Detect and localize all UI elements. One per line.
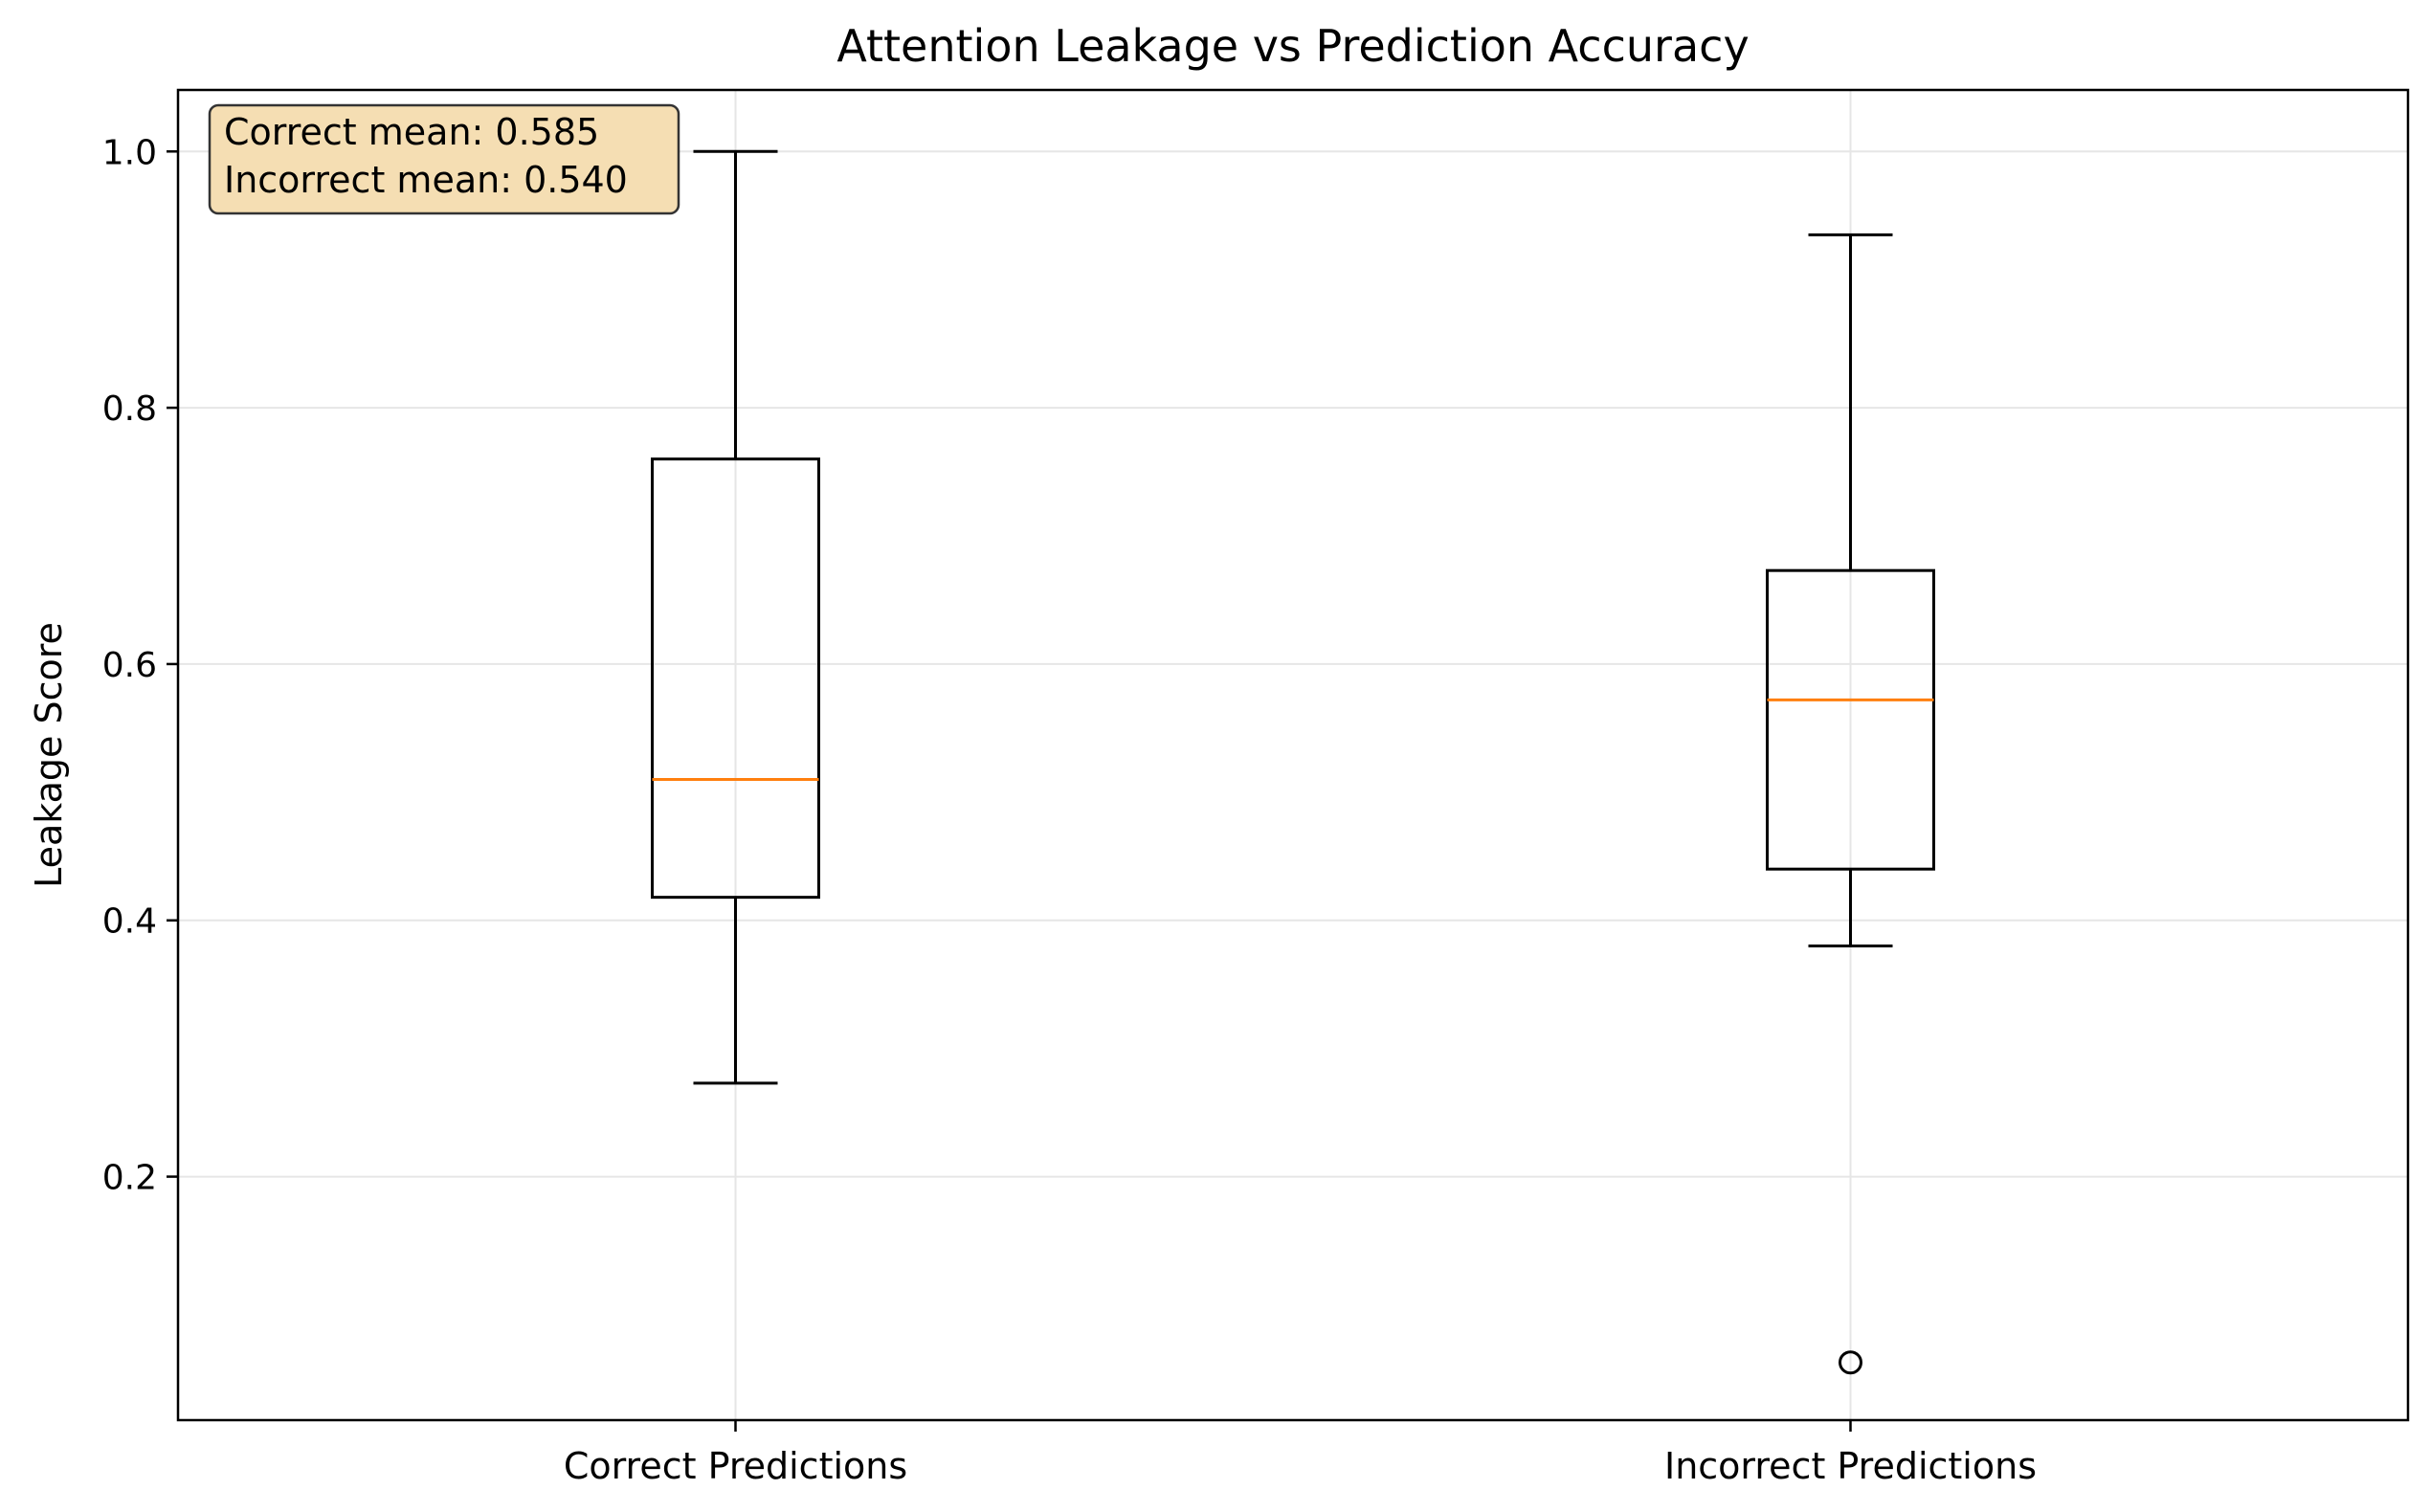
incorrect-mean-text: Incorrect mean: 0.540 <box>224 159 628 201</box>
y-tick-label: 0.2 <box>102 1159 157 1198</box>
correct-mean-text: Correct mean: 0.585 <box>224 111 599 153</box>
box-group <box>651 149 820 1085</box>
box-group <box>1766 233 1935 1375</box>
x-tick-label: Incorrect Predictions <box>1664 1445 2037 1487</box>
x-tick-label: Correct Predictions <box>564 1445 907 1487</box>
mean-annotation-background <box>208 103 680 215</box>
y-axis-label: Leakage Score <box>28 622 70 888</box>
plot-frame <box>176 88 2410 1422</box>
axes: 0.2 0.4 0.6 0.8 1.0 Correct Predictions Incorr… <box>102 133 2037 1487</box>
box-series <box>651 149 1935 1375</box>
chart-title: Attention Leakage vs Prediction Accuracy <box>836 20 1749 72</box>
iqr-box <box>1766 568 1935 871</box>
iqr-box <box>651 457 820 900</box>
mean-annotation: Correct mean: 0.585 Incorrect mean: 0.54… <box>208 103 680 215</box>
outlier-point <box>1839 1350 1862 1375</box>
y-tick-label: 0.8 <box>102 389 157 429</box>
y-tick-label: 0.6 <box>102 646 157 685</box>
y-tick-label: 0.4 <box>102 902 157 942</box>
y-tick-label: 1.0 <box>102 133 157 172</box>
